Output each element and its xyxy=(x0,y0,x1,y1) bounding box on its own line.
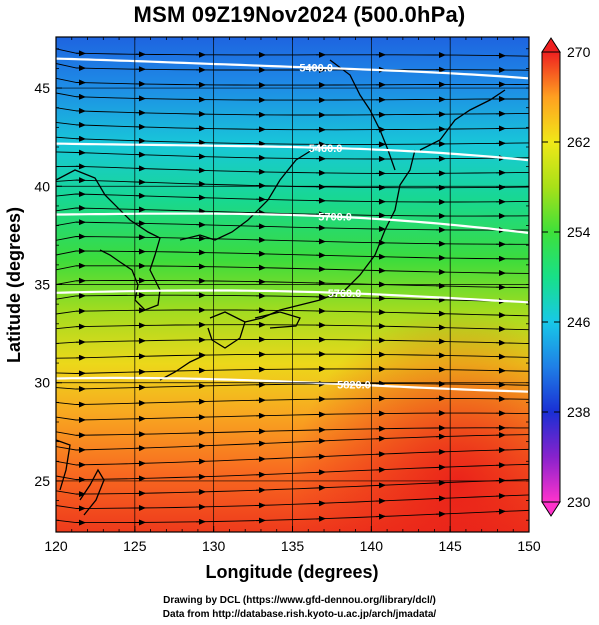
streamline xyxy=(56,509,529,524)
x-axis-ticks: 120 125 130 135 140 145 150 xyxy=(44,37,541,554)
y-tick-label: 25 xyxy=(34,473,50,489)
streamline xyxy=(56,207,529,217)
streamline xyxy=(56,136,529,145)
streamline xyxy=(56,383,529,390)
x-axis-label: Longitude (degrees) xyxy=(205,562,378,582)
y-tick-label: 30 xyxy=(34,375,50,391)
map-title: MSM 09Z19Nov2024 (500.0hPa) xyxy=(133,2,466,27)
streamline xyxy=(56,427,529,436)
credit-data: Data from http://database.rish.kyoto-u.a… xyxy=(162,609,437,620)
y-tick-label: 35 xyxy=(34,277,50,293)
contour-label: 5700.0 xyxy=(318,212,352,224)
x-tick-label: 145 xyxy=(438,538,462,554)
x-tick-label: 140 xyxy=(360,538,384,554)
x-tick-label: 125 xyxy=(123,538,147,554)
colorbar-tick-label: 246 xyxy=(567,314,591,330)
contour-label: 5460.0 xyxy=(309,143,343,155)
x-tick-label: 150 xyxy=(517,538,541,554)
streamline xyxy=(56,221,529,231)
colorbar-tick-label: 254 xyxy=(567,224,591,240)
y-axis-label: Latitude (degrees) xyxy=(4,207,24,363)
credit-drawing: Drawing by DCL (https://www.gfd-dennou.o… xyxy=(163,595,436,606)
colorbar-tick-label: 238 xyxy=(567,404,591,420)
streamline xyxy=(56,353,529,359)
streamline xyxy=(56,236,529,245)
streamline xyxy=(56,463,529,481)
y-tick-label: 45 xyxy=(34,80,50,96)
grid-lines xyxy=(56,37,529,532)
colorbar-tick-label: 262 xyxy=(567,134,591,150)
x-tick-label: 130 xyxy=(202,538,226,554)
colorbar-tick-label: 230 xyxy=(567,494,591,510)
colorbar-body xyxy=(541,51,561,503)
y-axis-ticks: 25 30 35 40 45 xyxy=(34,48,529,521)
colorbar-tick-label: 270 xyxy=(567,44,591,60)
coastlines xyxy=(56,59,506,516)
x-tick-label: 135 xyxy=(281,538,305,554)
wind-streamlines xyxy=(56,48,529,526)
streamline xyxy=(56,479,529,495)
x-tick-label: 120 xyxy=(44,538,68,554)
temperature-field xyxy=(56,37,529,532)
colorbar: 270 262 254 246 238 230 xyxy=(541,37,591,517)
y-tick-label: 40 xyxy=(34,178,50,194)
colorbar-ticks: 270 262 254 246 238 230 xyxy=(542,44,591,510)
contour-label: 5400.0 xyxy=(299,63,333,75)
contour-label: 5760.0 xyxy=(328,288,362,300)
colorbar-top-triangle xyxy=(541,37,561,53)
colorbar-bottom-triangle xyxy=(541,501,561,517)
streamline xyxy=(56,368,529,374)
contour-label: 5820.0 xyxy=(337,380,371,392)
